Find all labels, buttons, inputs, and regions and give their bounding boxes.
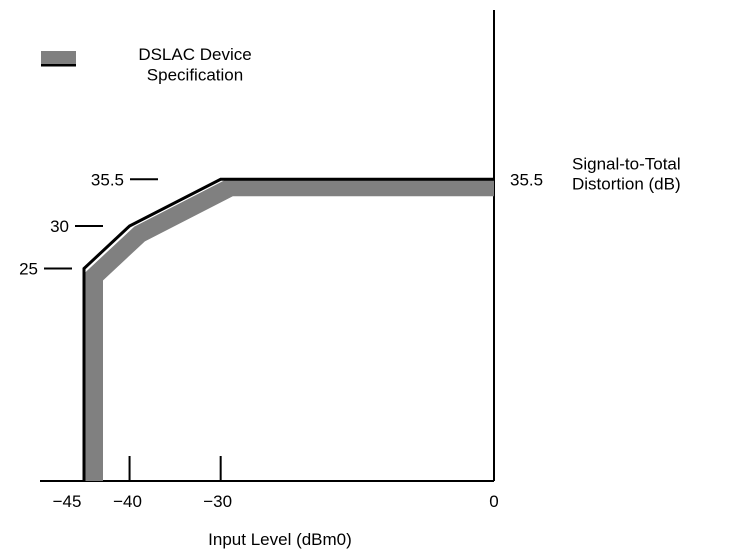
x-tick-label: −30 xyxy=(203,492,232,511)
y-axis-label: Signal-to-Total Distortion (dB) xyxy=(572,154,681,193)
legend-label: DSLAC Device Specification xyxy=(138,45,251,84)
x-tick-label: 0 xyxy=(489,492,498,511)
y-tick-label: 35.5 xyxy=(91,170,124,189)
y-tick-label: 25 xyxy=(19,260,38,279)
plot-area xyxy=(40,10,495,482)
right-tick-label: 35.5 xyxy=(510,170,543,189)
x-tick-label: −40 xyxy=(113,492,142,511)
limit-line xyxy=(82,177,494,481)
y-tick-label: 30 xyxy=(50,217,69,236)
spec-band xyxy=(85,178,494,481)
x-axis-label: Input Level (dBm0) xyxy=(208,530,352,549)
legend-swatch xyxy=(41,51,76,63)
chart-labels: −45 −40 −30 0 35.5 30 25 35.5 Signal-to-Total Dis… xyxy=(19,45,681,549)
x-tick-label: −45 xyxy=(53,492,82,511)
